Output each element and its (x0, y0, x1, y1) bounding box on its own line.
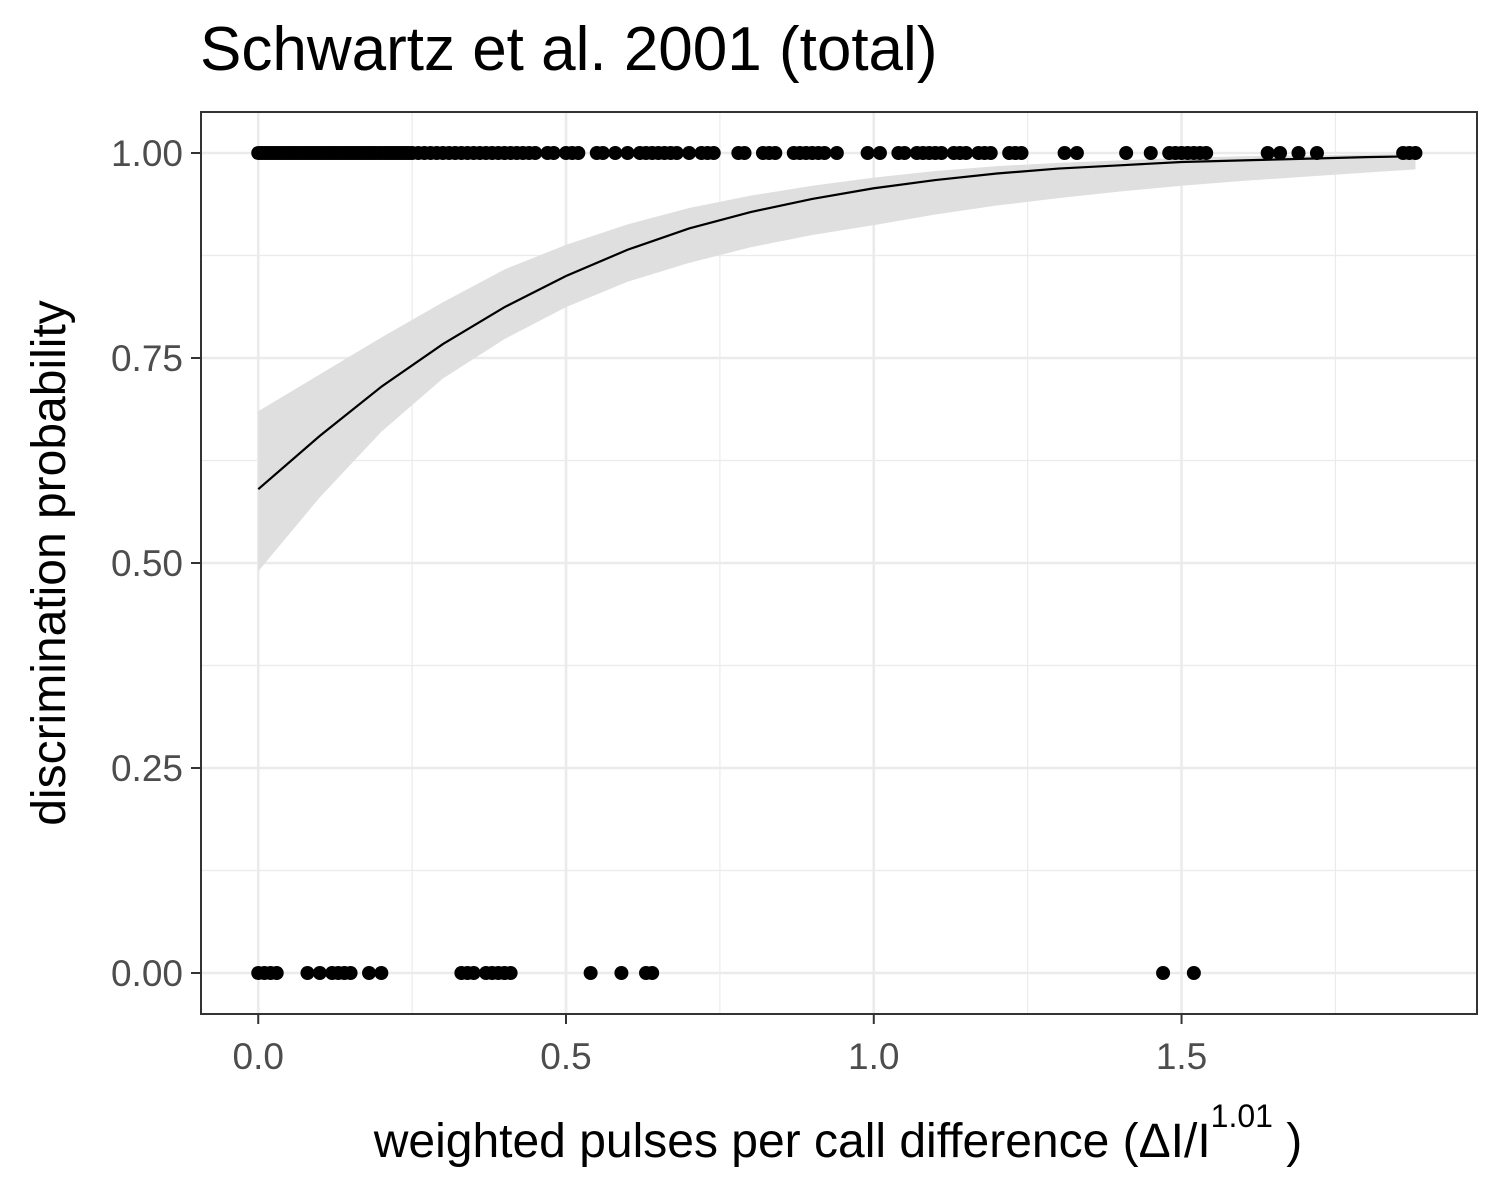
data-point (343, 966, 358, 980)
data-point (1119, 146, 1134, 160)
data-point (737, 146, 752, 160)
data-point (608, 146, 623, 160)
chart-title: Schwartz et al. 2001 (total) (200, 15, 938, 84)
data-point (897, 146, 912, 160)
data-point (706, 146, 721, 160)
data-point (817, 146, 832, 160)
data-point (1199, 146, 1214, 160)
data-point (1069, 146, 1084, 160)
data-point (374, 966, 389, 980)
data-point (595, 146, 610, 160)
data-point (614, 966, 629, 980)
data-point (1014, 146, 1029, 160)
data-point (1408, 146, 1423, 160)
data-point (300, 966, 315, 980)
data-point (934, 146, 949, 160)
data-point (312, 966, 327, 980)
data-point (669, 146, 684, 160)
y-tick-label: 0.50 (111, 543, 183, 584)
x-axis-title: weighted pulses per call difference (ΔI/… (373, 1098, 1303, 1168)
confidence-ribbon-layer (258, 153, 1416, 572)
fit-line-layer (257, 155, 1416, 491)
data-point (959, 146, 974, 160)
data-point (1291, 146, 1306, 160)
x-axis-title-sup: 1.01 (1211, 1098, 1273, 1134)
y-axis-title: discrimination probability (23, 300, 76, 826)
data-point (1186, 966, 1201, 980)
data-point (768, 146, 783, 160)
data-point (620, 146, 635, 160)
x-tick-label: 0.5 (540, 1036, 591, 1077)
y-tick-label: 0.75 (111, 338, 183, 379)
x-tick-label: 1.5 (1156, 1036, 1207, 1077)
x-tick-label: 1.0 (848, 1036, 899, 1077)
data-points-layer (251, 146, 1423, 980)
data-point (1057, 146, 1072, 160)
data-point (546, 146, 561, 160)
data-point (645, 966, 660, 980)
data-point (1260, 146, 1275, 160)
y-tick-label: 0.00 (111, 953, 183, 994)
fit-line (257, 155, 1416, 491)
y-axis-ticks: 0.00 0.25 0.50 0.75 1.00 (111, 133, 201, 994)
x-axis-ticks: 0.0 0.5 1.0 1.5 (233, 1014, 1207, 1077)
data-point (583, 966, 598, 980)
data-point (571, 146, 586, 160)
data-point (466, 966, 481, 980)
data-point (1143, 146, 1158, 160)
x-axis-title-main: weighted pulses per call difference (ΔI/… (373, 1115, 1211, 1168)
data-point (503, 966, 518, 980)
data-point (269, 966, 284, 980)
data-point (362, 966, 377, 980)
data-point (682, 146, 697, 160)
confidence-ribbon (258, 153, 1416, 572)
data-point (1309, 146, 1324, 160)
y-tick-label: 0.25 (111, 748, 183, 789)
y-tick-label: 1.00 (111, 133, 183, 174)
data-point (872, 146, 887, 160)
data-point (860, 146, 875, 160)
data-point (829, 146, 844, 160)
x-tick-label: 0.0 (233, 1036, 284, 1077)
data-point (1156, 966, 1171, 980)
data-point (528, 146, 543, 160)
x-axis-title-close: ) (1273, 1115, 1302, 1168)
grid-major (201, 112, 1477, 1014)
data-point (1273, 146, 1288, 160)
data-point (983, 146, 998, 160)
